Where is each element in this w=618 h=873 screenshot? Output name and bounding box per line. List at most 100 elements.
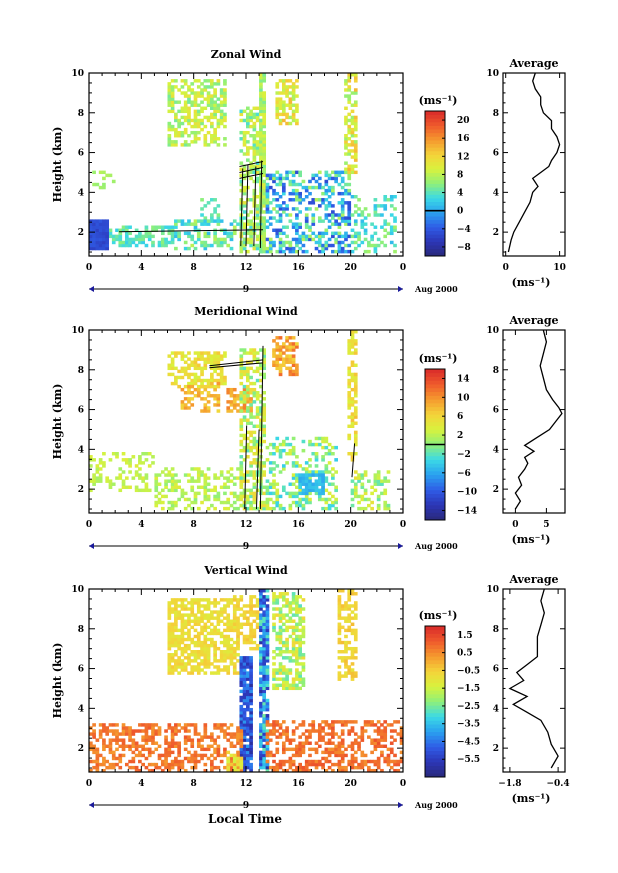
heatmap-cell [259,656,263,660]
heatmap-cell [200,118,204,123]
heatmap-cell [380,225,384,229]
heatmap-cell [370,222,374,226]
heatmap-cell [363,729,368,733]
heatmap-cell [246,140,250,144]
heatmap-cell [174,726,178,730]
heatmap-cell [170,482,175,486]
heatmap-cell [265,201,270,205]
heatmap-cell [95,759,100,764]
profile-title: Average [508,314,558,327]
heatmap-cell [219,366,224,371]
heatmap-cell [311,762,316,767]
colorbar-segment [425,455,445,460]
heatmap-cell [285,625,289,630]
heatmap-cell [246,720,250,724]
heatmap-cell [285,452,289,456]
heatmap-cell [262,656,267,660]
heatmap-cell [291,482,296,486]
heatmap-cell [334,170,338,175]
colorbar-segment [425,147,445,152]
heatmap-cell [226,619,231,623]
heatmap-cell [304,768,309,773]
zero-contour [239,172,264,179]
heatmap-cell [105,476,110,480]
heatmap-cell [262,470,267,474]
heatmap-cell [275,768,280,773]
heatmap-cell [111,729,116,733]
heatmap-cell [288,610,293,614]
heatmap-cell [134,741,139,745]
heatmap-cell [265,188,270,193]
heatmap-cell [317,219,322,223]
heatmap-cell [340,216,345,220]
heatmap-cell [308,470,312,474]
heatmap-cell [255,604,260,608]
heatmap-cell [262,219,267,223]
heatmap-cell [200,604,204,608]
heatmap-cell [265,765,270,770]
heatmap-cell [393,720,397,724]
heatmap-cell [183,354,188,358]
heatmap-cell [259,683,263,687]
heatmap-cell [226,650,231,654]
heatmap-cell [259,640,263,645]
heatmap-cell [376,476,381,480]
heatmap-cell [255,225,260,229]
heatmap-cell [337,173,342,178]
heatmap-cell [203,598,208,602]
heatmap-cell [357,747,361,752]
x-tick-label: 16 [292,520,305,530]
heatmap-cell [236,628,240,633]
heatmap-cell [272,686,276,691]
heatmap-cell [317,182,322,187]
heatmap-cell [210,384,214,389]
heatmap-cell [239,759,244,764]
heatmap-cell [239,381,244,386]
heatmap-cell [295,768,299,773]
heatmap-cell [324,204,329,208]
heatmap-cell [232,482,237,486]
heatmap-cell [262,720,267,724]
heatmap-cell [353,628,358,633]
heatmap-cell [174,668,178,672]
heatmap-cell [360,750,365,755]
heatmap-cell [111,237,116,242]
heatmap-cell [298,607,302,611]
heatmap-cell [206,351,211,355]
heatmap-cell [193,732,198,736]
heatmap-cell [242,707,247,712]
heatmap-cell [311,222,316,226]
heatmap-cell [187,97,191,101]
heatmap-cell [262,683,267,687]
heatmap-cell [180,650,185,654]
heatmap-cell [288,85,293,89]
heatmap-cell [262,723,267,727]
heatmap-cell [347,137,352,141]
heatmap-cell [223,637,227,642]
heatmap-cell [285,88,289,92]
heatmap-cell [259,601,263,605]
heatmap-cell [275,109,280,114]
heatmap-cell [347,366,352,371]
heatmap-cell [367,723,371,727]
colorbar-segment [425,444,445,449]
heatmap-cell [193,381,198,386]
heatmap-cell [193,357,198,361]
heatmap-cell [308,741,312,745]
heatmap-cell [183,665,188,669]
heatmap-cell [360,765,365,770]
heatmap-cell [226,476,231,480]
heatmap-cell [236,619,240,623]
heatmap-cell [196,79,201,83]
heatmap-cell [317,735,322,739]
heatmap-cell [285,345,289,349]
heatmap-cell [249,161,253,165]
colorbar-tick-label: 16 [457,134,470,144]
heatmap-cell [386,470,391,474]
heatmap-cell [324,191,329,196]
heatmap-cell [340,240,345,245]
heatmap-cell [164,225,168,229]
heatmap-cell [239,732,244,736]
heatmap-cell [170,631,175,636]
heatmap-cell [219,219,224,223]
